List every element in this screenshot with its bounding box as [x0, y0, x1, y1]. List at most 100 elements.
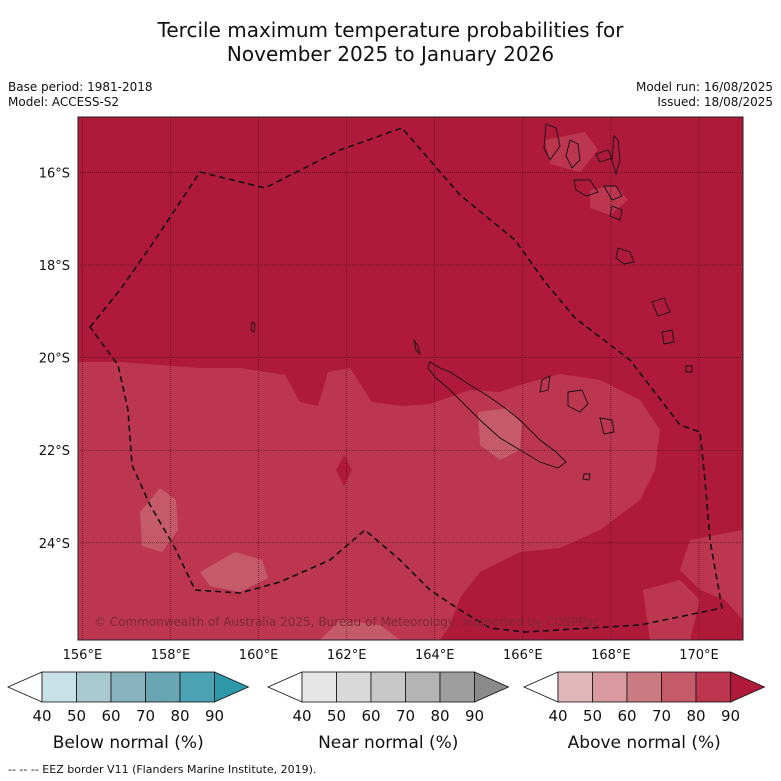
- colorbar-tick-label: 90: [205, 707, 224, 725]
- walpole-island: [582, 473, 591, 481]
- matthew-island: [685, 365, 693, 373]
- field-above-80-vanuatu: [545, 132, 598, 172]
- colorbar-tick-label: 80: [686, 707, 705, 725]
- map-frame: [77, 116, 744, 641]
- lon-tick-label: 168°E: [591, 648, 631, 663]
- loyalty-island-1: [539, 375, 551, 393]
- colorbar-tick-label: 70: [396, 707, 415, 725]
- colorbar-segment: [405, 671, 441, 703]
- colorbar-segment: [76, 671, 112, 703]
- colorbar-extend-low: [7, 671, 43, 703]
- colorbar-segment: [592, 671, 628, 703]
- copyright-text: © Commonwealth of Australia 2025, Bureau…: [94, 615, 599, 629]
- colorbar-tick-label: 40: [292, 707, 311, 725]
- new-caledonia-coast: [427, 361, 567, 469]
- meta-right: Model run: 16/08/2025 Issued: 18/08/2025: [636, 80, 773, 110]
- chesterfield-1: [250, 321, 256, 333]
- colorbar-extend-high: [214, 671, 250, 703]
- colorbar-tick-label: 50: [67, 707, 86, 725]
- field-above-70-bottom: [320, 620, 400, 640]
- loyalty-island-3: [599, 417, 615, 435]
- eez-footnote: -- -- -- EEZ border V11 (Flanders Marine…: [8, 763, 317, 776]
- colorbar-extend-high: [730, 671, 766, 703]
- model-name: Model: ACCESS-S2: [8, 95, 120, 109]
- colorbar-tick-label: 90: [721, 707, 740, 725]
- colorbar-tick-label: 80: [170, 707, 189, 725]
- colorbar-tick-label: 70: [136, 707, 155, 725]
- title-line-2: November 2025 to January 2026: [226, 42, 555, 66]
- colorbar-segment: [626, 671, 662, 703]
- colorbar-tick-label: 50: [583, 707, 602, 725]
- longitude-ticks: 156°E 158°E 160°E 162°E 164°E 166°E 168°E 170°E: [63, 648, 719, 663]
- lon-tick-label: 164°E: [415, 648, 455, 663]
- probability-field: [78, 117, 743, 640]
- lat-tick-label: 16°S: [39, 167, 70, 182]
- field-above-90-small: [336, 455, 352, 486]
- colorbar-segment: [370, 671, 406, 703]
- colorbar-tick-label: 60: [361, 707, 380, 725]
- colorbar-tick-label: 40: [32, 707, 51, 725]
- colorbar-segment: [110, 671, 146, 703]
- colorbar-title: Below normal (%): [53, 733, 204, 753]
- title-line-1: Tercile maximum temperature probabilitie…: [157, 18, 624, 42]
- coastlines: [250, 123, 693, 481]
- lon-tick-label: 158°E: [151, 648, 191, 663]
- colorbar-2: 40 50 60 70 80 90 Near normal (%): [267, 671, 510, 753]
- colorbar-segment: [179, 671, 215, 703]
- colorbar-tick-label: 50: [327, 707, 346, 725]
- tanna: [615, 247, 635, 265]
- colorbar-extend-low: [267, 671, 303, 703]
- field-above-80-region-east: [680, 530, 743, 620]
- colorbar-title: Above normal (%): [568, 733, 721, 753]
- lat-tick-label: 18°S: [39, 259, 70, 274]
- lon-tick-label: 160°E: [239, 648, 279, 663]
- mare: [661, 329, 675, 345]
- colorbar-tick-label: 90: [465, 707, 484, 725]
- colorbar-extend-low: [523, 671, 559, 703]
- field-above-70-region-2: [200, 552, 268, 592]
- base-period: Base period: 1981-2018: [8, 80, 153, 94]
- colorbar-tick-label: 60: [617, 707, 636, 725]
- lat-tick-label: 22°S: [39, 444, 70, 459]
- colorbar-tick-label: 60: [101, 707, 120, 725]
- efate-area: [573, 179, 599, 197]
- lon-tick-label: 162°E: [327, 648, 367, 663]
- field-above-70-region-3: [478, 408, 522, 460]
- lon-tick-label: 170°E: [679, 648, 719, 663]
- meta-left: Base period: 1981-2018 Model: ACCESS-S2: [8, 80, 153, 110]
- erromango: [609, 205, 623, 221]
- colorbar-segment: [661, 671, 697, 703]
- espiritu-santo: [543, 123, 561, 161]
- colorbar-segment: [439, 671, 475, 703]
- colorbar-tick-label: 70: [652, 707, 671, 725]
- model-run: Model run: 16/08/2025: [635, 80, 773, 94]
- colorbar-extend-high: [474, 671, 510, 703]
- colorbar-segment: [41, 671, 77, 703]
- colorbar-segment: [695, 671, 731, 703]
- lat-tick-label: 24°S: [39, 537, 70, 552]
- eez-border: [88, 127, 723, 633]
- pentecost: [611, 134, 621, 176]
- colorbar-segment: [301, 671, 337, 703]
- loyalty-island-2: [567, 389, 589, 413]
- issued-date: Issued: 18/08/2025: [657, 95, 773, 109]
- lon-tick-label: 156°E: [63, 648, 103, 663]
- latitude-ticks: 16°S 18°S 20°S 22°S 24°S: [39, 167, 70, 552]
- colorbar-title: Near normal (%): [318, 733, 458, 753]
- colorbar-segment: [557, 671, 593, 703]
- malekula: [565, 139, 581, 169]
- belep-island: [413, 339, 421, 356]
- colorbar-tick-label: 80: [430, 707, 449, 725]
- lon-tick-label: 166°E: [503, 648, 543, 663]
- colorbar-tick-label: 40: [548, 707, 567, 725]
- lat-tick-label: 20°S: [39, 352, 70, 367]
- field-above-80-vanuatu-2: [590, 185, 628, 215]
- gridlines: [78, 117, 743, 640]
- epi: [603, 185, 623, 201]
- lifou: [651, 297, 671, 317]
- chart-title: Tercile maximum temperature probabilitie…: [0, 18, 781, 66]
- field-above-70-east: [643, 580, 700, 640]
